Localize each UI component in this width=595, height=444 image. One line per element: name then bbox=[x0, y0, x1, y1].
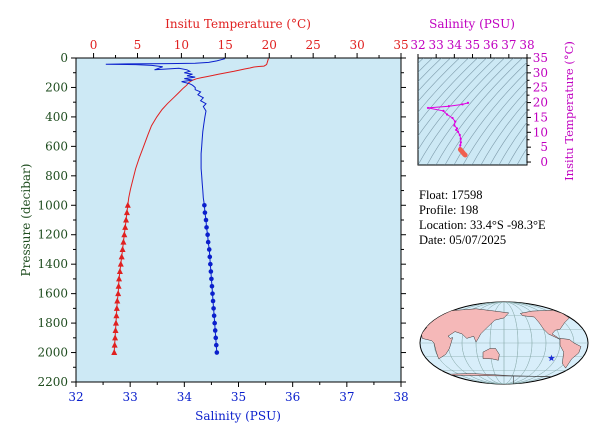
pressure-tick-label: 200 bbox=[45, 80, 68, 94]
ts-temperature-tick-label: 25 bbox=[533, 81, 548, 95]
ts-salinity-tick-label: 32 bbox=[410, 38, 425, 52]
salinity-point bbox=[208, 262, 213, 267]
salinity-point bbox=[202, 203, 207, 208]
ts-temperature-tick-label: 5 bbox=[540, 140, 548, 154]
temperature-tick-label: 15 bbox=[218, 38, 233, 52]
temperature-tick-label: 10 bbox=[174, 38, 189, 52]
ts-point bbox=[427, 107, 429, 109]
temperature-tick-label: 5 bbox=[134, 38, 142, 52]
ts-point bbox=[459, 134, 461, 136]
ts-temperature-tick-label: 35 bbox=[533, 51, 548, 65]
salinity-tick-label: 33 bbox=[123, 390, 138, 404]
ts-point bbox=[442, 110, 444, 112]
salinity-point bbox=[212, 313, 217, 318]
bottom-axis-title: Salinity (PSU) bbox=[195, 409, 281, 423]
date-text: Date: 05/07/2025 bbox=[419, 233, 589, 248]
ts-point bbox=[463, 153, 468, 158]
salinity-point bbox=[211, 299, 216, 304]
profile-panel: 0200400600800100012001400160018002000220… bbox=[19, 17, 409, 423]
salinity-point bbox=[206, 240, 211, 245]
ts-salinity-tick-label: 36 bbox=[483, 38, 498, 52]
salinity-point bbox=[211, 306, 216, 311]
salinity-point bbox=[213, 336, 218, 341]
ts-temperature-tick-label: 10 bbox=[533, 125, 548, 139]
ts-point bbox=[453, 124, 455, 126]
temperature-tick-label: 25 bbox=[306, 38, 321, 52]
salinity-point bbox=[210, 284, 215, 289]
world-map bbox=[420, 302, 588, 384]
salinity-point bbox=[214, 343, 219, 348]
ts-temperature-tick-label: 15 bbox=[533, 110, 548, 124]
ts-point bbox=[454, 121, 456, 123]
ts-salinity-tick-label: 34 bbox=[447, 38, 463, 52]
ts-point bbox=[448, 105, 450, 107]
temperature-tick-label: 35 bbox=[393, 38, 408, 52]
temperature-tick-label: 0 bbox=[90, 38, 98, 52]
salinity-point bbox=[209, 277, 214, 282]
salinity-point bbox=[213, 328, 218, 333]
salinity-point bbox=[205, 232, 210, 237]
ts-point bbox=[455, 129, 457, 131]
ts-point bbox=[460, 138, 462, 140]
pressure-tick-label: 2200 bbox=[37, 375, 68, 389]
map-continent bbox=[565, 306, 586, 316]
pressure-tick-label: 1800 bbox=[37, 316, 68, 330]
ts-salinity-tick-label: 33 bbox=[429, 38, 444, 52]
ts-right-axis-title: Insitu Temperature (°C) bbox=[562, 41, 576, 181]
ts-point bbox=[467, 102, 469, 104]
ts-point bbox=[461, 103, 463, 105]
float-id-text: Float: 17598 bbox=[419, 188, 589, 203]
salinity-point bbox=[207, 247, 212, 252]
float-info-panel: Float: 17598 Profile: 198 Location: 33.4… bbox=[419, 188, 589, 248]
pressure-tick-label: 1000 bbox=[37, 198, 68, 212]
pressure-tick-label: 1200 bbox=[37, 228, 68, 242]
salinity-point bbox=[215, 350, 220, 355]
ts-salinity-tick-label: 35 bbox=[465, 38, 480, 52]
ts-point bbox=[446, 113, 448, 115]
top-axis-title: Insitu Temperature (°C) bbox=[165, 17, 311, 31]
pressure-tick-label: 400 bbox=[45, 110, 68, 124]
pressure-tick-label: 2000 bbox=[37, 346, 68, 360]
salinity-point bbox=[207, 255, 212, 260]
pressure-tick-label: 800 bbox=[45, 169, 68, 183]
ts-point bbox=[457, 131, 459, 133]
profile-number-text: Profile: 198 bbox=[419, 203, 589, 218]
location-text: Location: 33.4°S -98.3°E bbox=[419, 218, 589, 233]
salinity-point bbox=[203, 210, 208, 215]
ts-point bbox=[460, 141, 462, 143]
salinity-point bbox=[204, 218, 209, 223]
salinity-point bbox=[210, 291, 215, 296]
ts-point bbox=[451, 117, 453, 119]
salinity-point bbox=[204, 225, 209, 230]
salinity-point bbox=[209, 269, 214, 274]
left-axis-title: Pressure (decibar) bbox=[19, 164, 33, 277]
temperature-tick-label: 20 bbox=[262, 38, 277, 52]
ts-salinity-tick-label: 37 bbox=[501, 38, 516, 52]
salinity-tick-label: 35 bbox=[231, 390, 246, 404]
pressure-tick-label: 0 bbox=[60, 51, 68, 65]
salinity-point bbox=[212, 321, 217, 326]
salinity-tick-label: 36 bbox=[285, 390, 300, 404]
salinity-tick-label: 32 bbox=[68, 390, 83, 404]
temperature-tick-label: 30 bbox=[349, 38, 364, 52]
density-contour-line bbox=[517, 50, 595, 165]
ts-temperature-tick-label: 0 bbox=[540, 155, 548, 169]
ts-point bbox=[459, 144, 461, 146]
ts-temperature-tick-label: 20 bbox=[533, 96, 548, 110]
pressure-tick-label: 1400 bbox=[37, 257, 68, 271]
ts-salinity-tick-label: 38 bbox=[519, 38, 534, 52]
pressure-tick-label: 1600 bbox=[37, 287, 68, 301]
salinity-tick-label: 37 bbox=[339, 390, 354, 404]
salinity-tick-label: 34 bbox=[177, 390, 193, 404]
ts-temperature-tick-label: 30 bbox=[533, 66, 548, 80]
pressure-tick-label: 600 bbox=[45, 139, 68, 153]
ts-top-axis-title: Salinity (PSU) bbox=[429, 17, 515, 31]
salinity-tick-label: 38 bbox=[393, 390, 408, 404]
